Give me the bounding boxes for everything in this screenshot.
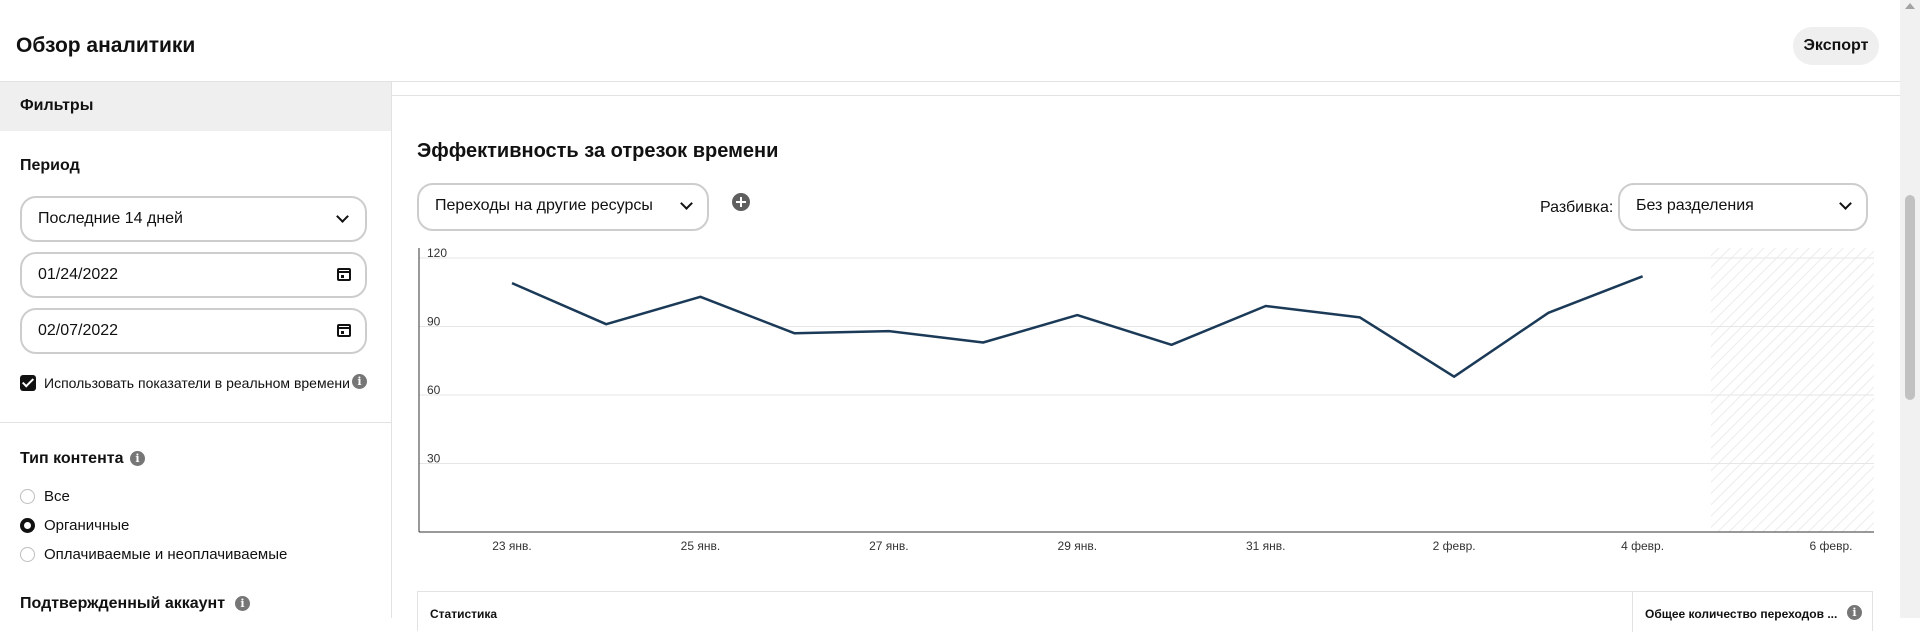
table-col-statistics: Статистика	[430, 607, 498, 621]
x-tick-label: 4 февр.	[1621, 539, 1664, 553]
y-tick-label: 90	[427, 315, 441, 329]
filters-header: Фильтры	[0, 82, 391, 131]
x-tick-label: 27 янв.	[869, 539, 909, 553]
divider	[392, 95, 1900, 96]
plus-circle-icon[interactable]	[732, 193, 750, 211]
split-label: Разбивка:	[1540, 199, 1614, 216]
radio-paid-unpaid-label: Оплачиваемые и неоплачиваемые	[44, 546, 288, 563]
metric-select[interactable]: Переходы на другие ресурсы	[417, 183, 709, 231]
x-tick-label: 23 янв.	[492, 539, 532, 553]
period-range-value: Последние 14 дней	[38, 210, 183, 227]
table-col-total-clicks-label: Общее количество переходов ...	[1645, 607, 1838, 621]
split-select-value: Без разделения	[1636, 197, 1754, 214]
filters-sidebar: Фильтры Период Последние 14 дней 01/24/2…	[0, 82, 392, 618]
metric-select-value: Переходы на другие ресурсы	[435, 197, 653, 214]
y-tick-label: 120	[427, 248, 447, 260]
radio-paid-unpaid[interactable]	[20, 547, 35, 562]
end-date-value: 02/07/2022	[38, 322, 119, 339]
calendar-icon[interactable]	[337, 268, 351, 281]
top-bar: Обзор аналитики Экспорт	[0, 0, 1900, 82]
x-tick-label: 25 янв.	[681, 539, 721, 553]
scrollbar-thumb[interactable]	[1905, 195, 1915, 400]
radio-all[interactable]	[20, 489, 35, 504]
filters-title: Фильтры	[20, 97, 94, 114]
start-date-value: 01/24/2022	[38, 266, 119, 283]
realtime-checkbox[interactable]	[20, 375, 36, 391]
info-icon[interactable]: i	[130, 451, 145, 466]
radio-organic[interactable]	[20, 518, 35, 533]
table-col-total-clicks[interactable]: Общее количество переходов ... i	[1632, 592, 1873, 632]
series-line	[511, 275, 1644, 378]
chevron-down-icon	[680, 197, 693, 210]
info-icon[interactable]: i	[235, 596, 250, 611]
end-date-field[interactable]: 02/07/2022	[20, 308, 367, 354]
performance-line-chart: 120 90 60 30 23 янв. 25 янв. 27 янв. 29 янв. 31 …	[418, 248, 1874, 553]
x-tick-label: 29 янв.	[1058, 539, 1098, 553]
export-button[interactable]: Экспорт	[1793, 27, 1879, 65]
calendar-icon[interactable]	[337, 324, 351, 337]
future-hatch-region	[1711, 248, 1874, 532]
info-icon[interactable]: i	[352, 374, 367, 389]
period-range-select[interactable]: Последние 14 дней	[20, 196, 367, 242]
main-content: Эффективность за отрезок времени Переход…	[392, 82, 1900, 632]
split-select[interactable]: Без разделения	[1618, 183, 1868, 231]
x-tick-label: 6 февр.	[1810, 539, 1853, 553]
realtime-label: Использовать показатели в реальном време…	[44, 375, 350, 391]
page-title: Обзор аналитики	[16, 34, 196, 57]
chevron-down-icon	[336, 210, 349, 223]
performance-title: Эффективность за отрезок времени	[417, 140, 779, 162]
info-icon[interactable]: i	[1847, 605, 1862, 620]
y-tick-label: 60	[427, 383, 441, 397]
x-tick-label: 2 февр.	[1433, 539, 1476, 553]
radio-all-label: Все	[44, 488, 70, 505]
verified-account-label: Подтвержденный аккаунт	[20, 595, 226, 612]
radio-organic-label: Органичные	[44, 517, 130, 534]
scroll-up-arrow-icon[interactable]	[1905, 3, 1915, 9]
page-scrollbar[interactable]	[1900, 0, 1920, 618]
start-date-field[interactable]: 01/24/2022	[20, 252, 367, 298]
x-tick-label: 31 янв.	[1246, 539, 1286, 553]
period-label: Период	[20, 157, 80, 174]
content-type-label: Тип контента	[20, 450, 124, 467]
y-tick-label: 30	[427, 452, 441, 466]
sidebar-divider	[0, 422, 391, 423]
chevron-down-icon	[1839, 197, 1852, 210]
stats-table-header: Статистика Общее количество переходов ..…	[417, 591, 1873, 632]
